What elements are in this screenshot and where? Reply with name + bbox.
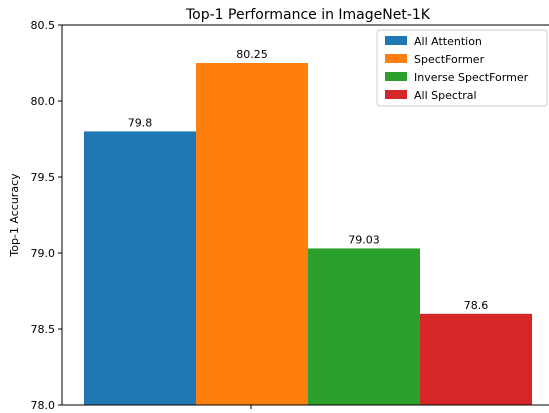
y-tick-label: 79.0 [31, 247, 56, 260]
legend-entry: SpectFormer [414, 53, 485, 66]
legend-entry: Inverse SpectFormer [414, 71, 529, 84]
legend-swatch [385, 54, 407, 63]
bar [420, 314, 532, 405]
legend: All Attention SpectFormer Inverse SpectFor… [377, 30, 547, 106]
bar [84, 131, 196, 405]
y-axis-ticks: 78.0 78.5 79.0 79.5 80.0 80.5 [31, 19, 63, 412]
legend-entry: All Spectral [414, 89, 477, 102]
y-tick-label: 80.0 [31, 95, 56, 108]
legend-entry: All Attention [414, 35, 482, 48]
bar-value-label: 78.6 [464, 299, 489, 312]
legend-swatch [385, 36, 407, 45]
bar-value-label: 79.03 [348, 233, 380, 246]
bars-group [84, 63, 532, 405]
chart-title: Top-1 Performance in ImageNet-1K [185, 7, 431, 23]
bar [196, 63, 308, 405]
bar-value-label: 79.8 [128, 116, 153, 129]
bar-value-label: 80.25 [236, 48, 268, 61]
y-tick-label: 78.0 [31, 399, 56, 412]
y-tick-label: 79.5 [31, 171, 56, 184]
legend-swatch [385, 90, 407, 99]
y-axis-label: Top-1 Accuracy [8, 173, 21, 258]
bar [308, 248, 420, 405]
legend-swatch [385, 72, 407, 81]
y-tick-label: 80.5 [31, 19, 56, 32]
y-tick-label: 78.5 [31, 323, 56, 336]
